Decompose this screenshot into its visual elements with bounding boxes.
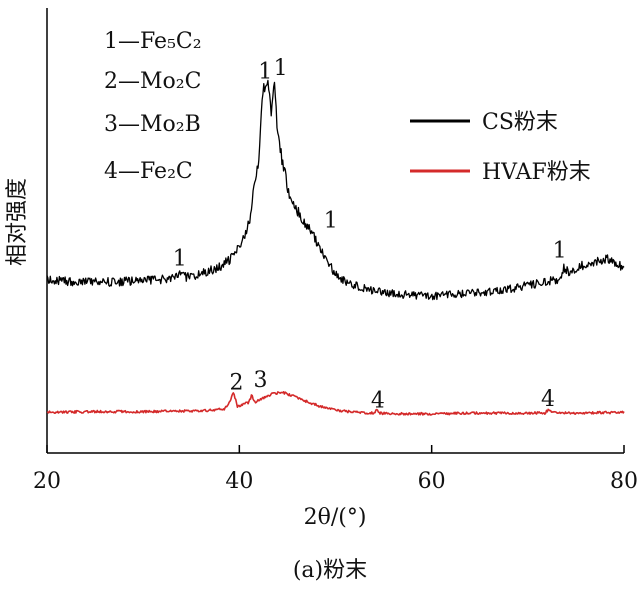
peak-label-8: 4 [541, 387, 555, 412]
legend: CS粉末 HVAF粉末 [410, 110, 591, 185]
peak-label-2: 1 [173, 247, 187, 272]
peak-label-7: 4 [371, 388, 385, 413]
legend-label-cs: CS粉末 [482, 110, 558, 135]
peak-label-0: 1 [258, 59, 272, 84]
series-line-hvaf [46, 390, 625, 416]
y-axis-label: 相对强度 [5, 178, 30, 266]
x-axis-label: 2θ/(°) [304, 505, 367, 530]
x-tick-label-20: 20 [33, 469, 61, 494]
series-line-cs [46, 79, 625, 301]
peak-label-5: 2 [229, 370, 243, 395]
phase-key-item-4: 4—Fe₂C [104, 159, 193, 184]
phase-key: 1—Fe₅C₂ 2—Mo₂C 3—Mo₂B 4—Fe₂C [104, 29, 202, 184]
figure-caption: (a)粉末 [293, 558, 367, 583]
series-lines [46, 79, 625, 416]
peak-label-4: 1 [553, 239, 567, 264]
x-axis-ticks: 20 40 60 80 [33, 445, 638, 494]
x-tick-label-80: 80 [610, 469, 638, 494]
phase-key-item-1: 1—Fe₅C₂ [104, 29, 202, 54]
legend-label-hvaf: HVAF粉末 [482, 160, 591, 185]
peak-label-1: 1 [274, 56, 288, 81]
peak-label-3: 1 [324, 208, 338, 233]
x-tick-label-40: 40 [225, 469, 253, 494]
phase-key-item-3: 3—Mo₂B [104, 112, 201, 137]
x-tick-label-60: 60 [418, 469, 446, 494]
phase-key-item-2: 2—Mo₂C [104, 69, 201, 94]
peak-label-6: 3 [253, 368, 267, 393]
